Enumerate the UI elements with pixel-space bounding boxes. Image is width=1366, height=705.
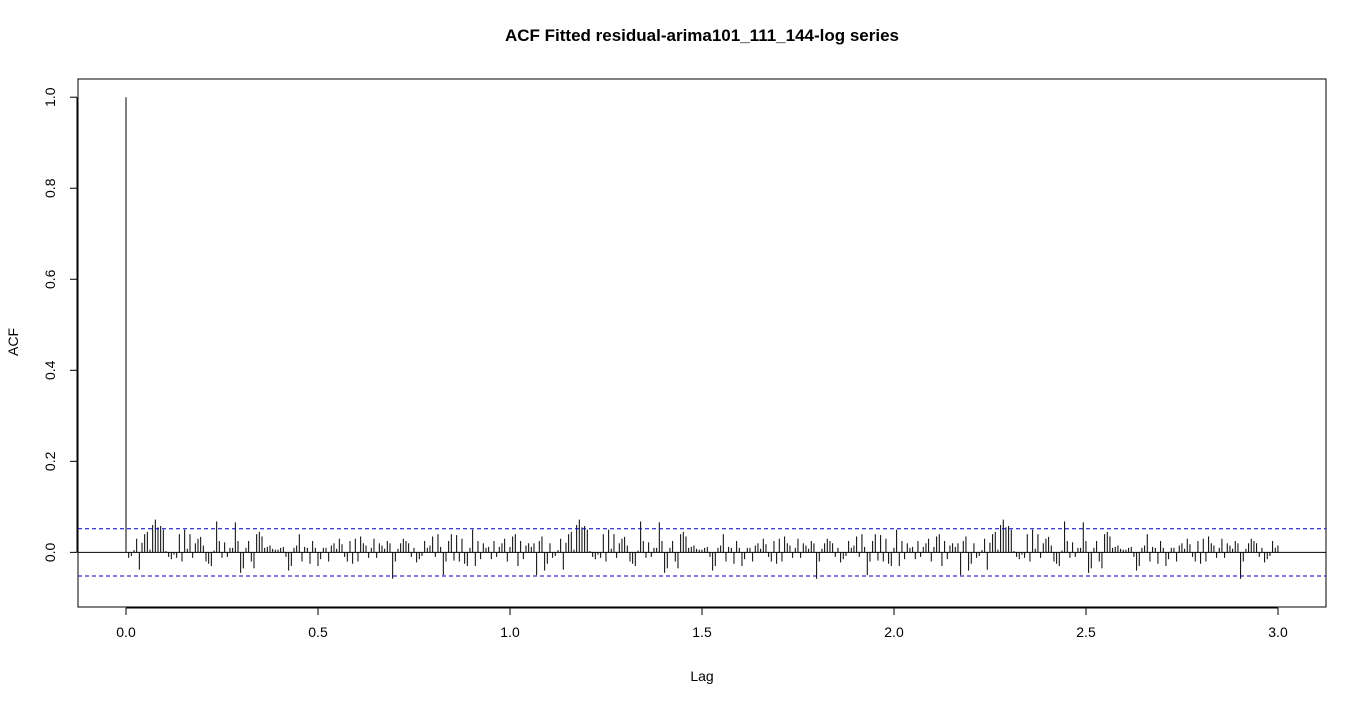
y-tick-label: 0.6 xyxy=(42,269,58,289)
y-tick-label: 0.8 xyxy=(42,178,58,198)
x-tick-label: 2.0 xyxy=(884,624,904,640)
x-axis: 0.0 0.5 1.0 1.5 2.0 2.5 3.0 xyxy=(116,607,1288,640)
x-tick-label: 1.0 xyxy=(500,624,520,640)
y-tick-label: 0.4 xyxy=(42,360,58,380)
x-tick-label: 0.0 xyxy=(116,624,136,640)
x-tick-label: 0.5 xyxy=(308,624,328,640)
y-tick-label: 0.2 xyxy=(42,451,58,471)
x-tick-label: 2.5 xyxy=(1076,624,1096,640)
y-tick-label: 0.0 xyxy=(42,542,58,562)
x-tick-label: 1.5 xyxy=(692,624,712,640)
y-axis: 0.0 0.2 0.4 0.6 0.8 1.0 xyxy=(42,87,78,562)
plot-area xyxy=(77,78,1327,608)
plot-frame xyxy=(77,78,1327,608)
y-axis-label: ACF xyxy=(5,328,21,356)
x-tick-label: 3.0 xyxy=(1268,624,1288,640)
chart-title: ACF Fitted residual-arima101_111_144-log… xyxy=(505,26,899,45)
x-axis-label: Lag xyxy=(690,668,713,684)
y-tick-label: 1.0 xyxy=(42,87,58,107)
